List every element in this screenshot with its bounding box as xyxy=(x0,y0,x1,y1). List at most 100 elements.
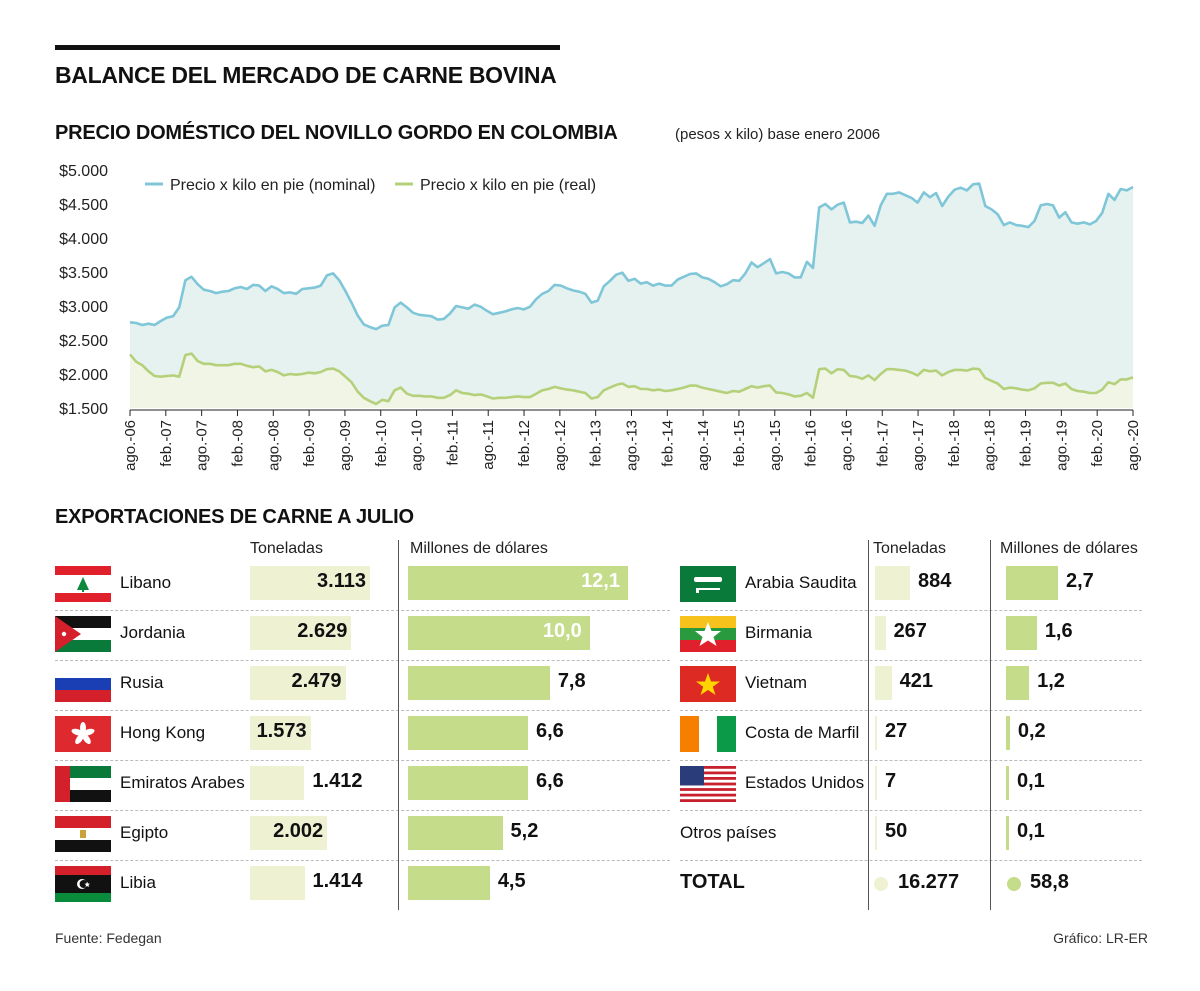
x-tick-label: feb.-16 xyxy=(803,420,820,467)
jordan-flag xyxy=(55,616,111,652)
usd-bar xyxy=(1006,716,1010,750)
tons-bar xyxy=(875,666,892,700)
x-tick-label: ago.-12 xyxy=(552,420,569,471)
jordan-flag-graphic xyxy=(55,616,111,652)
exports-title: EXPORTACIONES DE CARNE A JULIO xyxy=(55,506,414,528)
tons-bar xyxy=(875,816,877,850)
tons-value: 3.113 xyxy=(317,570,366,592)
egypt-flag-graphic xyxy=(55,816,111,852)
usd-bar xyxy=(1006,666,1030,700)
tons-bar xyxy=(250,866,305,900)
usd-value: 1,2 xyxy=(1037,670,1065,692)
title-rule xyxy=(55,45,560,50)
tons-bar xyxy=(250,816,328,850)
hong-kong-flag xyxy=(55,716,111,752)
y-tick-label: $2.000 xyxy=(59,367,108,384)
usd-value: 0,1 xyxy=(1017,770,1045,792)
price-line-chart: $5.000 $4.500 $4.000 $3.500 $3.000 $2.500 $2.0… xyxy=(59,163,1142,471)
egypt-flag xyxy=(55,816,111,852)
country-name: Vietnam xyxy=(745,673,808,692)
hong-kong-flag-graphic xyxy=(55,716,111,752)
usd-value: 4,5 xyxy=(497,870,526,892)
price-chart-unit-note: (pesos x kilo) base enero 2006 xyxy=(675,126,881,143)
y-tick-label: $4.000 xyxy=(59,231,108,248)
country-name: Emiratos Arabes xyxy=(120,773,245,792)
usd-bar xyxy=(408,716,528,750)
y-tick-label: $2.500 xyxy=(59,333,108,350)
usd-value: 6,6 xyxy=(536,720,564,742)
row-separator xyxy=(680,760,1142,761)
series-area-real xyxy=(130,353,1133,408)
myanmar-flag xyxy=(680,616,736,652)
x-tick-label: ago.-11 xyxy=(480,420,497,470)
russia-flag xyxy=(55,666,111,702)
usd-column-header: Millones de dólares xyxy=(410,540,548,557)
tons-value: 2.002 xyxy=(273,820,324,842)
country-name: Arabia Saudita xyxy=(745,573,857,592)
country-name: Birmania xyxy=(745,623,813,642)
usd-bar xyxy=(408,616,590,650)
price-chart-title: PRECIO DOMÉSTICO DEL NOVILLO GORDO EN CO… xyxy=(55,122,618,144)
x-tick-label: feb.-18 xyxy=(946,420,963,467)
tons-bar xyxy=(250,666,346,700)
tons-bar xyxy=(875,616,886,650)
row-separator xyxy=(55,860,670,861)
column-divider xyxy=(868,540,869,910)
tons-column-header: Toneladas xyxy=(250,540,323,557)
x-tick-label: ago.-19 xyxy=(1053,420,1070,471)
y-tick-label: $4.500 xyxy=(59,197,108,214)
column-divider xyxy=(398,540,399,910)
x-tick-label: feb.-12 xyxy=(516,420,533,467)
usa-flag xyxy=(680,766,736,802)
x-tick-label: ago.-16 xyxy=(838,420,855,471)
row-separator xyxy=(55,610,670,611)
country-name: Estados Unidos xyxy=(745,773,865,792)
row-separator xyxy=(680,810,1142,811)
tons-value: 50 xyxy=(885,820,908,842)
legend-label: Precio x kilo en pie (real) xyxy=(420,177,596,194)
row-separator xyxy=(680,860,1142,861)
usd-value: 5,2 xyxy=(510,820,539,842)
tons-bar xyxy=(250,616,352,650)
series-line-nominal xyxy=(129,182,1134,331)
tons-value: 2.479 xyxy=(291,670,342,692)
total-tons-value: 16.277 xyxy=(898,871,960,893)
tons-value: 2.629 xyxy=(297,620,348,642)
tons-value: 884 xyxy=(918,570,952,592)
usd-value: 0,1 xyxy=(1017,820,1045,842)
x-tick-label: feb.-08 xyxy=(229,420,246,467)
tons-bar xyxy=(250,566,370,600)
x-tick-label: feb.-14 xyxy=(659,420,676,467)
y-tick-label: $3.000 xyxy=(59,299,108,316)
lebanon-flag-graphic xyxy=(55,566,111,602)
usd-bar xyxy=(408,816,503,850)
y-tick-label: $1.500 xyxy=(59,401,108,418)
usd-bar xyxy=(1006,566,1058,600)
usd-column-header-right: Millones de dólares xyxy=(1000,540,1138,557)
usd-bar xyxy=(408,866,490,900)
libya-flag-graphic xyxy=(55,866,111,902)
tons-legend-dot xyxy=(874,877,888,891)
usd-value: 7,8 xyxy=(557,670,586,692)
tons-value: 1.414 xyxy=(312,870,363,892)
tons-column-header-right: Toneladas xyxy=(873,540,946,557)
x-tick-label: ago.-18 xyxy=(982,420,999,471)
usd-bar xyxy=(1006,766,1009,800)
tons-value: 267 xyxy=(893,620,927,642)
x-tick-label: feb.-20 xyxy=(1089,420,1106,467)
tons-bar xyxy=(250,716,311,750)
x-tick-label: ago.-20 xyxy=(1125,420,1142,471)
country-name: Hong Kong xyxy=(120,723,206,742)
x-tick-label: ago.-13 xyxy=(624,420,641,471)
lebanon-flag xyxy=(55,566,111,602)
x-tick-label: ago.-09 xyxy=(337,420,354,471)
tons-value: 27 xyxy=(885,720,908,742)
total-label: TOTAL xyxy=(680,871,745,893)
credit-note: Gráfico: LR-ER xyxy=(1053,930,1148,946)
x-tick-label: feb.-10 xyxy=(373,420,390,467)
x-tick-label: ago.-15 xyxy=(767,420,784,471)
usa-flag-graphic xyxy=(680,766,736,802)
x-tick-label: ago.-17 xyxy=(910,420,927,471)
x-tick-label: ago.-08 xyxy=(265,420,282,471)
usd-value: 12,1 xyxy=(581,570,620,592)
